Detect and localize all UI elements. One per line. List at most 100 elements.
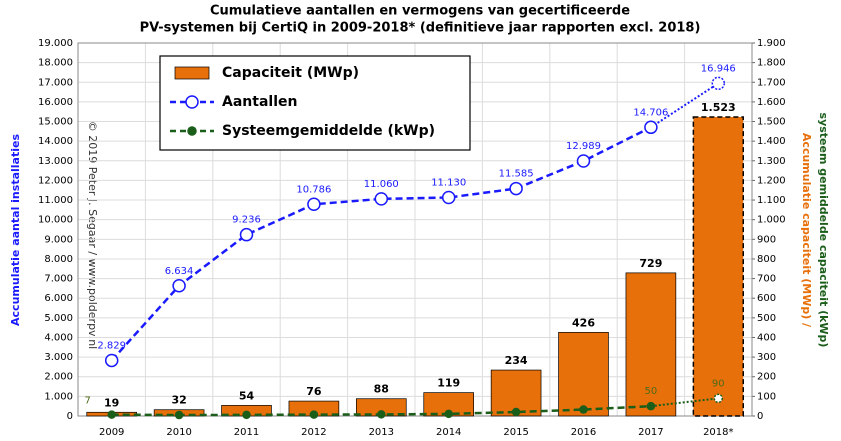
marker (713, 393, 724, 404)
plot-frame (77, 42, 753, 417)
y2-tick-label: 300 (757, 352, 776, 363)
x-tick-label: 2017 (638, 427, 663, 438)
y2-tick-label: 100 (757, 391, 776, 402)
y2-tick-label: 1.900 (757, 38, 786, 49)
y2-tick-label: 0 (757, 411, 763, 422)
y-tick-label: 13.000 (38, 156, 73, 167)
point-value-label: 11.130 (431, 178, 466, 189)
marker (377, 410, 386, 419)
y2-tick-label: 1.400 (757, 136, 786, 147)
y2-tick-label: 1.000 (757, 215, 786, 226)
marker (239, 227, 254, 242)
line (110, 126, 652, 362)
y2-tick-label: 1.800 (757, 58, 786, 69)
y-tick-label: 9.000 (44, 234, 73, 245)
line-provisional (650, 397, 719, 408)
legend-marker (187, 126, 197, 136)
y2-tick-label: 800 (757, 254, 776, 265)
y2-tick-label: 1.300 (757, 156, 786, 167)
y2-tick-label: 400 (757, 332, 776, 343)
y2-tick-label: 1.100 (757, 195, 786, 206)
y2-axis-label: Accumulatie capaciteit (MWp) / (800, 133, 813, 328)
y2-tick-label: 200 (757, 372, 776, 383)
copyright: © 2019 Peter J. Segaar / www.polderpv.nl (86, 121, 99, 349)
point-value-label: 14.706 (633, 107, 668, 118)
legend-label: Capaciteit (MWp) (222, 65, 359, 81)
y-tick-label: 12.000 (38, 175, 73, 186)
bar-value-label: 76 (306, 385, 322, 398)
point-value-label: 10.786 (296, 184, 331, 195)
y-tick-label: 11.000 (38, 195, 73, 206)
y-tick-label: 16.000 (38, 97, 73, 108)
y-tick-label: 4.000 (44, 332, 73, 343)
point-value-label: 16.946 (701, 63, 736, 74)
point-value-label: 9.236 (232, 215, 261, 226)
marker (711, 76, 726, 91)
y2-tick-label: 1.200 (757, 175, 786, 186)
x-tick-label: 2010 (166, 427, 191, 438)
y2-tick-label: 1.600 (757, 97, 786, 108)
bar (558, 332, 609, 417)
bar-value-label: 729 (639, 257, 662, 270)
y2-axis-label: systeem gemiddelde capaciteit (kWp) (817, 113, 830, 348)
marker (174, 410, 184, 420)
marker (441, 190, 456, 205)
x-tick-label: 2015 (503, 427, 528, 438)
y-tick-label: 5.000 (44, 313, 73, 324)
bar-value-label: 19 (104, 396, 119, 409)
y-tick-label: 8.000 (44, 254, 73, 265)
marker (579, 405, 588, 414)
y-tick-label: 15.000 (38, 117, 73, 128)
marker (309, 410, 319, 419)
point-value-label: 2.829 (97, 340, 126, 351)
marker (307, 197, 321, 212)
marker (104, 353, 119, 368)
y2-tick-label: 1.700 (757, 77, 786, 88)
legend-label: Aantallen (222, 94, 297, 110)
y-tick-label: 19.000 (38, 38, 73, 49)
x-tick-label: 2012 (301, 427, 326, 438)
chart-title: Cumulatieve aantallen en vermogens van g… (210, 4, 630, 19)
line-provisional (650, 82, 719, 129)
bar-value-label: 54 (239, 389, 255, 402)
bar-value-label: 119 (437, 377, 460, 390)
marker (644, 120, 658, 135)
legend-marker (185, 95, 199, 109)
y-tick-label: 3.000 (44, 352, 73, 363)
legend-swatch (174, 66, 210, 80)
y2-tick-label: 700 (757, 274, 776, 285)
x-tick-label: 2009 (99, 427, 124, 438)
marker (374, 192, 389, 206)
bar-value-label: 234 (505, 354, 528, 367)
point-value-label: 11.060 (364, 179, 399, 190)
marker (107, 410, 116, 419)
bar (692, 116, 744, 417)
y-axis-label: Accumulatie aantal installaties (9, 134, 22, 326)
y-tick-label: 10.000 (38, 215, 73, 226)
y-tick-label: 6.000 (44, 293, 73, 304)
bar-value-label: 1.523 (701, 101, 736, 114)
bar (625, 272, 677, 417)
x-tick-label: 2011 (234, 427, 259, 438)
y2-tick-label: 1.500 (757, 117, 786, 128)
chart-subtitle: PV-systemen bij CertiQ in 2009-2018* (de… (140, 21, 701, 36)
point-value-label: 6.634 (165, 266, 194, 277)
point-value-label: 11.585 (499, 169, 534, 180)
y-tick-label: 18.000 (38, 58, 73, 69)
y-tick-label: 1.000 (44, 391, 73, 402)
marker (172, 279, 186, 293)
point-value-label: 90 (712, 378, 725, 389)
legend-label: Systeemgemiddelde (kWp) (222, 123, 435, 139)
y2-tick-label: 500 (757, 313, 776, 324)
y2-tick-label: 900 (757, 234, 776, 245)
point-value-label: 7 (85, 396, 91, 407)
marker (646, 401, 656, 411)
marker (444, 409, 453, 419)
y-tick-label: 7.000 (44, 274, 73, 285)
point-value-label: 50 (645, 386, 658, 397)
y-tick-label: 2.000 (44, 372, 73, 383)
y-tick-label: 17.000 (38, 77, 73, 88)
bar-value-label: 426 (572, 316, 595, 329)
bar-value-label: 88 (374, 383, 389, 396)
